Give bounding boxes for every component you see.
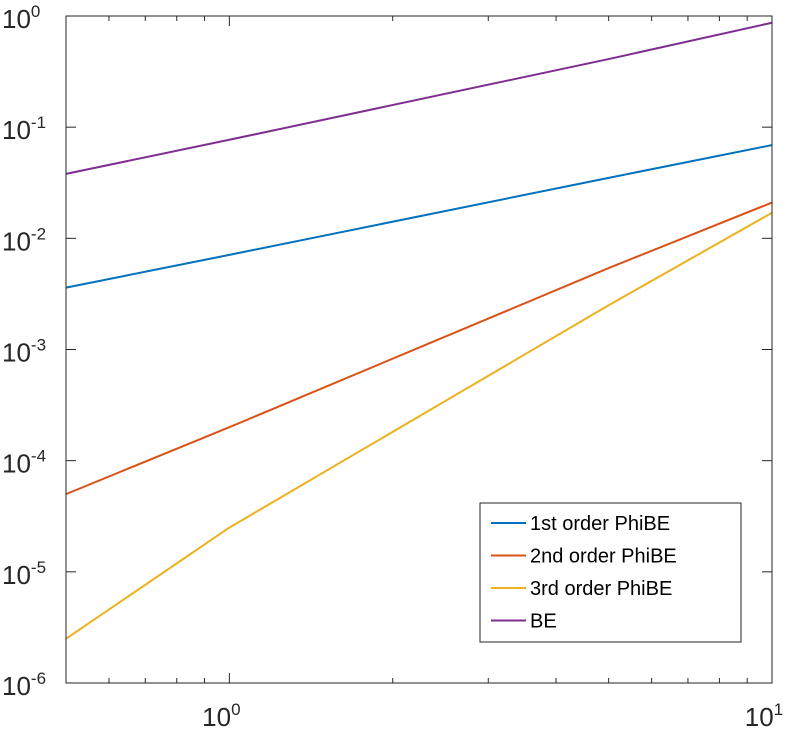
x-tick-label: 100 <box>202 700 240 732</box>
y-tick-label: 100 <box>2 2 40 34</box>
y-tick-label: 10-4 <box>2 447 46 479</box>
legend-label-1: 1st order PhiBE <box>530 513 670 535</box>
y-tick-label: 10-5 <box>2 558 46 590</box>
legend-label-2: 2nd order PhiBE <box>530 546 677 568</box>
x-tick-label: 101 <box>745 700 783 732</box>
series-line-1 <box>65 144 773 289</box>
legend-box <box>479 502 742 643</box>
y-tick-label: 10-3 <box>2 336 46 368</box>
legend: 1st order PhiBE 2nd order PhiBE 3rd order … <box>479 502 742 643</box>
y-tick-label: 10-2 <box>2 224 46 256</box>
y-tick-label: 10-6 <box>2 669 46 701</box>
series-line-2 <box>65 201 773 496</box>
series-layer <box>65 21 773 640</box>
legend-label-3: 3rd order PhiBE <box>530 578 672 600</box>
y-tick-label: 10-1 <box>2 113 46 145</box>
legend-label-4: BE <box>530 611 557 633</box>
series-line-4 <box>65 21 773 175</box>
series-line-3 <box>65 211 773 640</box>
